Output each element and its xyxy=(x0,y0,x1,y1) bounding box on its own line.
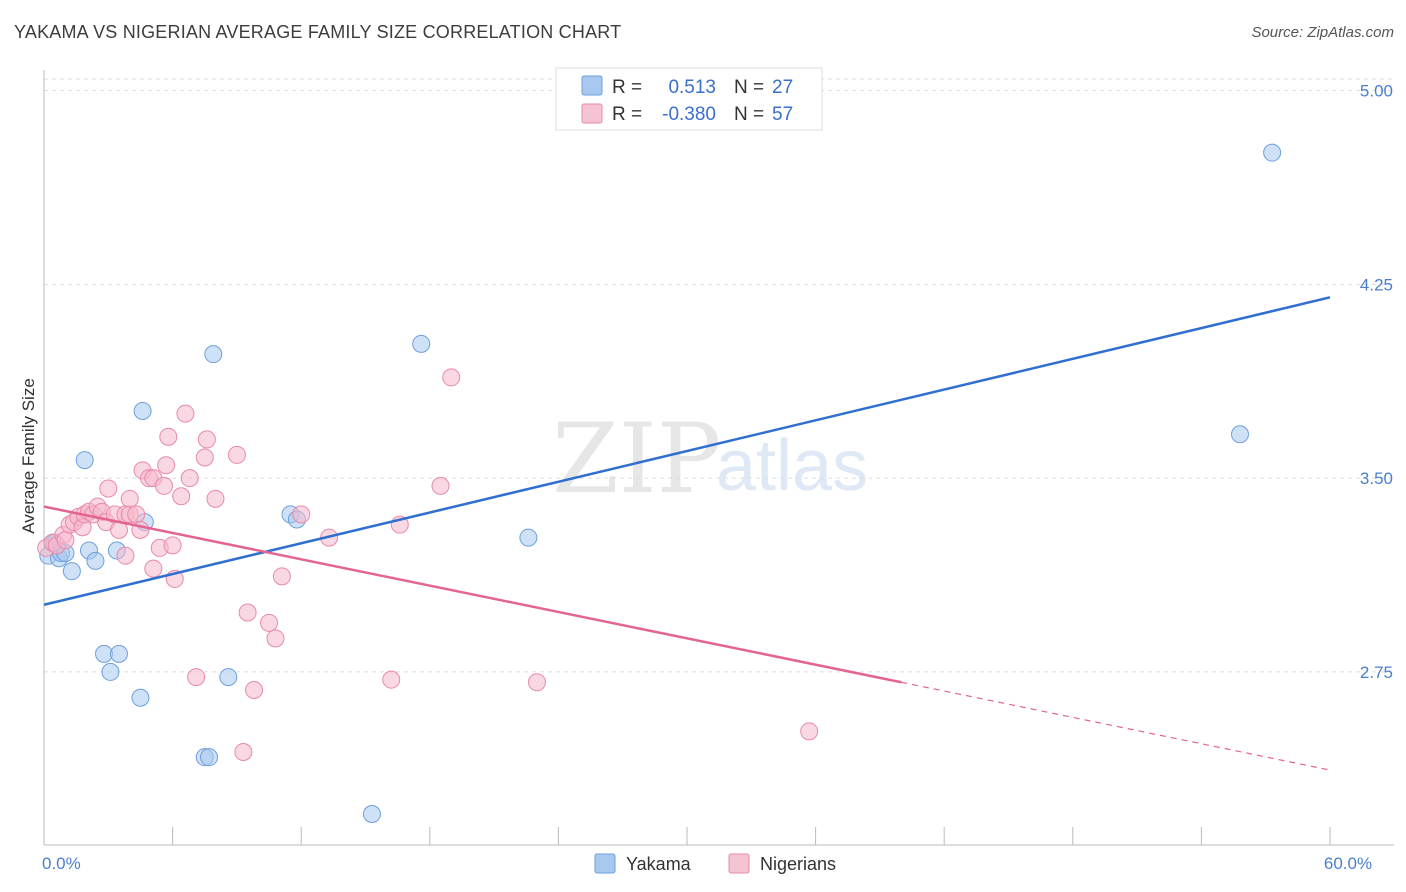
yakama-point xyxy=(62,562,81,581)
x-tick-labels: 0.0% 60.0% xyxy=(42,854,1372,873)
y-tick-labels: 2.75 3.50 4.25 5.00 xyxy=(1360,82,1393,682)
yakama-point xyxy=(131,688,150,707)
yakama-point xyxy=(204,345,223,364)
stats-r-value-nigerians: -0.380 xyxy=(662,104,716,125)
data-points xyxy=(37,143,1282,823)
nigerians-point xyxy=(144,559,163,578)
stats-r-label-yakama: R = xyxy=(612,77,642,98)
nigerians-point xyxy=(120,489,139,508)
nigerians-point xyxy=(187,668,206,687)
nigerians-point xyxy=(245,681,264,699)
x-tick-marks xyxy=(43,827,1331,845)
nigerians-trend-line xyxy=(43,505,902,684)
stats-n-value-yakama: 27 xyxy=(772,77,793,98)
yakama-point xyxy=(519,528,538,547)
yakama-point xyxy=(362,805,381,823)
x-tick-label: 60.0% xyxy=(1324,854,1372,873)
legend-label-nigerians: Nigerians xyxy=(760,854,836,874)
yakama-point xyxy=(133,402,152,420)
nigerians-point xyxy=(272,567,291,586)
trend-lines xyxy=(43,296,1331,771)
yakama-point xyxy=(95,644,114,663)
nigerians-point xyxy=(116,546,135,565)
nigerians-point xyxy=(197,430,216,449)
stats-n-value-nigerians: 57 xyxy=(772,104,793,125)
legend-swatch-nigerians xyxy=(728,853,750,874)
nigerians-point xyxy=(527,673,546,692)
nigerians-point xyxy=(227,445,246,464)
stats-n-label-yakama: N = xyxy=(734,77,764,98)
y-tick-label: 4.25 xyxy=(1360,275,1393,294)
y-tick-label: 2.75 xyxy=(1360,663,1393,682)
nigerians-trend-extension xyxy=(901,681,1331,771)
nigerians-point xyxy=(157,456,176,475)
yakama-point xyxy=(101,662,120,681)
nigerians-point xyxy=(442,368,461,387)
y-tick-label: 5.00 xyxy=(1360,82,1393,101)
nigerians-point xyxy=(382,670,401,689)
yakama-point xyxy=(86,551,105,570)
grid xyxy=(44,78,1394,673)
nigerians-point xyxy=(431,476,450,495)
nigerians-point xyxy=(176,404,195,423)
legend-label-yakama: Yakama xyxy=(626,854,692,874)
chart-title: YAKAMA VS NIGERIAN AVERAGE FAMILY SIZE C… xyxy=(14,22,622,42)
nigerians-point xyxy=(127,505,146,524)
nigerians-point xyxy=(266,629,285,648)
y-tick-label: 3.50 xyxy=(1360,469,1393,488)
stats-swatch-yakama xyxy=(581,75,603,96)
x-tick-label: 0.0% xyxy=(42,854,81,873)
watermark-zip: ZIP xyxy=(552,403,721,515)
yakama-point xyxy=(1263,143,1282,162)
nigerians-point xyxy=(292,505,311,524)
stats-box: R = 0.513 N = 27 R = -0.380 N = 57 xyxy=(555,67,823,131)
source-label: Source: ZipAtlas.com xyxy=(1251,24,1394,41)
legend: Yakama Nigerians xyxy=(594,853,836,874)
nigerians-point xyxy=(206,489,225,508)
nigerians-point xyxy=(800,722,819,741)
nigerians-point xyxy=(172,487,191,506)
yakama-point xyxy=(1230,425,1249,444)
stats-r-value-yakama: 0.513 xyxy=(668,77,716,98)
yakama-point xyxy=(75,451,94,470)
yakama-point xyxy=(110,644,129,663)
stats-swatch-nigerians xyxy=(581,103,603,124)
nigerians-point xyxy=(155,476,174,495)
yakama-point xyxy=(200,748,219,767)
yakama-trend-line xyxy=(43,296,1331,606)
stats-r-label-nigerians: R = xyxy=(612,104,642,125)
y-axis-label: Average Family Size xyxy=(19,378,38,534)
stats-n-label-nigerians: N = xyxy=(734,104,764,125)
yakama-point xyxy=(219,668,238,687)
nigerians-point xyxy=(56,531,75,550)
legend-swatch-yakama xyxy=(594,853,616,874)
nigerians-point xyxy=(163,536,182,555)
yakama-point xyxy=(412,334,431,353)
nigerians-point xyxy=(234,743,253,761)
nigerians-point xyxy=(238,603,257,622)
nigerians-point xyxy=(260,613,279,632)
nigerians-point xyxy=(195,448,214,467)
nigerians-point xyxy=(159,427,178,446)
nigerians-point xyxy=(180,469,199,488)
nigerians-point xyxy=(99,479,118,498)
